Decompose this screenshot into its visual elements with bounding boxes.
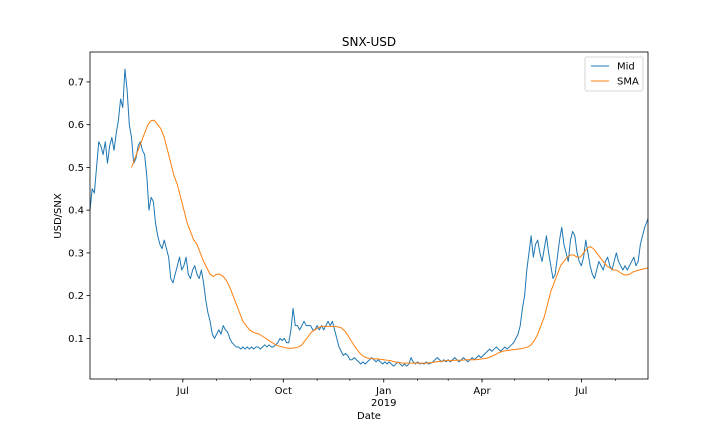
y-tick-label-1: 0.2 <box>68 291 84 302</box>
legend: Mid SMA <box>584 56 644 92</box>
plot-area <box>89 51 649 380</box>
chart-title: SNX-USD <box>342 35 396 49</box>
y-tick-label-3: 0.4 <box>68 206 84 217</box>
x-tick-label-0: Jul <box>176 386 189 397</box>
x-tick-sublabel-2: 2019 <box>371 398 396 409</box>
series-line-sma <box>131 119 649 364</box>
plot-frame <box>89 51 649 380</box>
y-tick-label-5: 0.6 <box>68 120 84 131</box>
x-tick-label-1: Oct <box>275 386 292 397</box>
y-axis-label: USD/SNX <box>53 193 64 239</box>
y-tick-label-0: 0.1 <box>68 334 84 345</box>
y-tick-label-6: 0.7 <box>68 77 84 88</box>
plot-background <box>90 52 648 379</box>
y-tick-label-4: 0.5 <box>68 163 84 174</box>
x-axis-label: Date <box>357 411 381 422</box>
series-layer <box>89 68 649 367</box>
legend-label-sma: SMA <box>617 77 639 88</box>
x-tick-label-3: Apr <box>473 386 491 397</box>
x-tick-label-2: Jan <box>375 386 391 397</box>
y-tick-label-2: 0.3 <box>68 248 84 259</box>
x-tick-label-4: Jul <box>574 386 587 397</box>
series-line-mid <box>89 68 649 367</box>
legend-label-mid: Mid <box>617 62 635 73</box>
y-axis: 0.1 0.2 0.3 0.4 0.5 0.6 0.7 <box>68 77 90 345</box>
